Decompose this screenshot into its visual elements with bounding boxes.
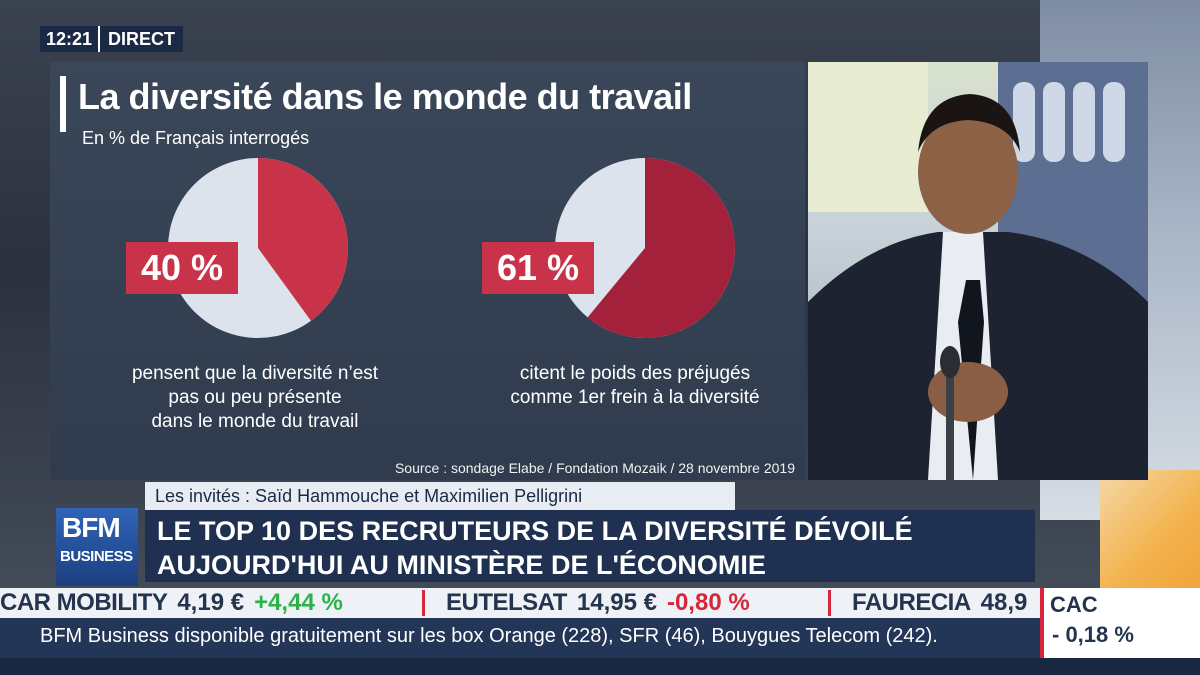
ticker-name: EUTELSAT [446,589,567,616]
cac-accent-bar [1040,588,1044,658]
pie-slice-value [258,158,348,321]
guest-illustration [808,62,1148,480]
logo-line1: BFM [62,512,121,543]
ticker-name: FAURECIA [852,589,971,616]
pie-caption: citent le poids des préjugés comme 1er fr… [465,362,805,410]
ticker-separator [828,590,831,616]
ticker-item: CAR MOBILITY 4,19 € +4,44 % [0,588,343,618]
live-tag: 12:21 DIRECT [40,26,184,52]
guest-hands [928,362,1008,422]
info-crawl: BFM Business disponible gratuitement sur… [0,618,1040,658]
pie-caption-line: citent le poids des préjugés [519,363,751,384]
pie-value-label: 61 % [482,242,594,294]
ticker-price: 48,9 [980,589,1028,616]
logo-line2: BUSINESS [60,548,133,565]
ticker-item: FAURECIA 48,9 [852,588,1027,618]
live-label: DIRECT [98,26,184,52]
guests-strip: Les invités : Saïd Hammouche et Maximili… [145,482,735,510]
cac-value: - 0,18 % [1052,622,1134,647]
pie-value-label: 40 % [126,242,238,294]
chart-panel: La diversité dans le monde du travail En… [50,62,805,480]
microphone-icon [940,346,960,378]
chart-title: La diversité dans le monde du travail [78,76,692,117]
ticker-change: -0,80 % [666,589,750,616]
guest-face [918,110,1018,234]
pie-caption-line: pensent que la diversité n’est [131,363,379,384]
pie-slice-value [587,158,736,339]
pie-caption-line: comme 1er frein à la diversité [510,387,760,408]
guest-video [808,62,1148,480]
headline-line1: LE TOP 10 DES RECRUTEURS DE LA DIVERSITÉ… [157,516,913,546]
pie-caption-line: pas ou peu présente [168,387,342,408]
stock-ticker: CAR MOBILITY 4,19 € +4,44 % EUTELSAT 14,95 … [0,588,1040,618]
microphone-stand [946,362,954,480]
screen-pattern [1013,82,1125,162]
ticker-separator [422,590,425,616]
cac-index-box: CAC - 0,18 % [1040,588,1200,658]
pie-caption: pensent que la diversité n’est pas ou peu… [85,362,425,434]
ticker-name: CAR MOBILITY [0,589,168,616]
guest-hair [918,94,1020,152]
headline-line2: AUJOURD'HUI AU MINISTÈRE DE L'ÉCONOMIE [157,550,766,580]
chart-source: Source : sondage Elabe / Fondation Mozai… [394,460,795,476]
ticker-price: 4,19 € [177,589,245,616]
ticker-item: EUTELSAT 14,95 € -0,80 % [446,588,750,618]
ticker-price: 14,95 € [576,589,657,616]
pie-charts [168,158,736,339]
title-accent-bar [60,76,66,132]
studio-yellow-light [1100,470,1200,590]
bottom-strip [0,658,1200,675]
headline-banner: LE TOP 10 DES RECRUTEURS DE LA DIVERSITÉ… [145,510,1035,582]
bfm-business-logo: BFM BUSINESS [56,508,138,586]
clock: 12:21 [40,26,99,52]
pie-caption-line: dans le monde du travail [151,411,359,432]
cac-name: CAC [1050,592,1098,617]
chart-subtitle: En % de Français interrogés [82,128,310,148]
ticker-change: +4,44 % [254,589,343,616]
studio-window [808,62,928,212]
